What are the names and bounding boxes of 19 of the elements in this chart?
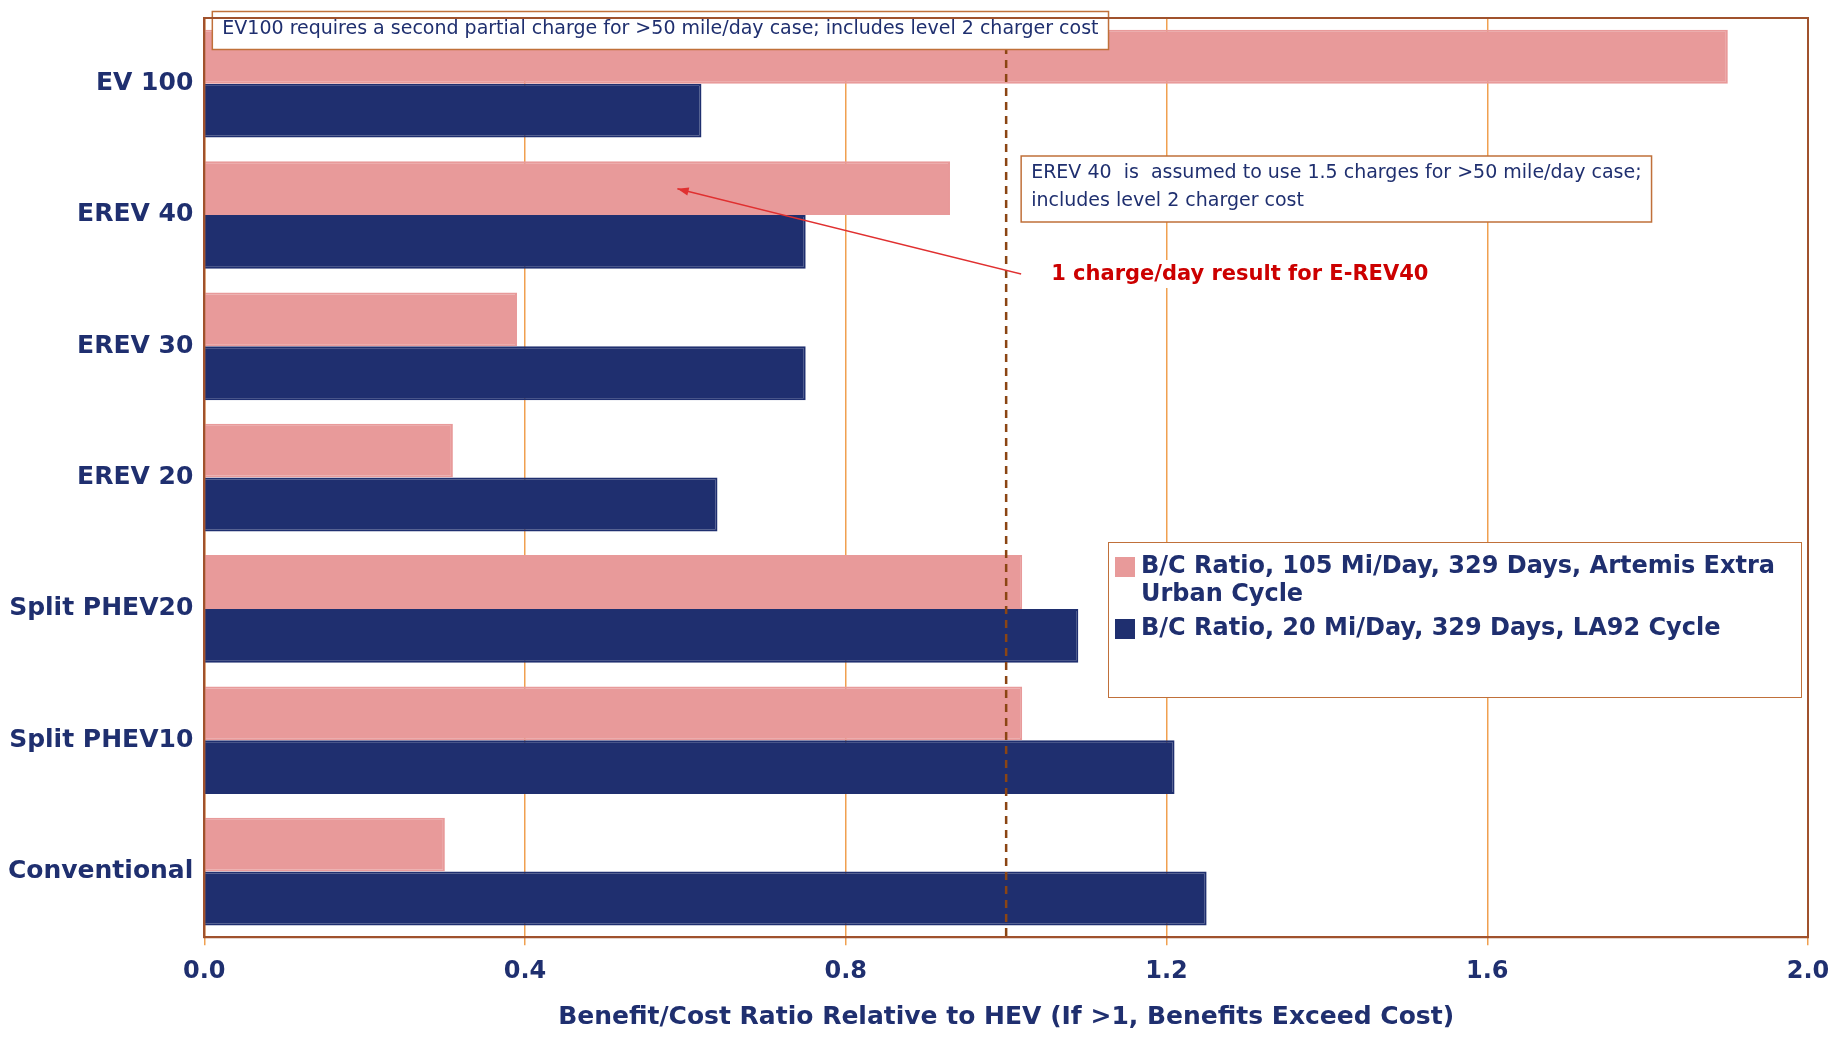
y-tick-label: EV 100 — [95, 67, 194, 97]
x-tick-label: 0.8 — [824, 955, 868, 984]
x-tick-label: 1.2 — [1145, 955, 1188, 984]
y-tick-label: EREV 30 — [77, 329, 194, 359]
x-tick-label: 0.0 — [183, 955, 226, 984]
annotation: EV100 requires a second partial charge for >50 mile/day case; includes level 2 charger cost — [222, 15, 1099, 38]
y-tick-label: EREV 40 — [77, 198, 194, 228]
y-tick-label: Conventional — [7, 855, 194, 885]
legend-label: B/C Ratio, 105 Mi/Day, 329 Days, Artemis Extra Urban Cycle — [1141, 550, 1776, 607]
x-tick-label: 0.4 — [503, 955, 547, 984]
annotation: EREV 40 is assumed to use 1.5 charges for >50 mile/day case; includes level 2 charger cost — [1031, 160, 1642, 211]
legend-label: B/C Ratio, 20 Mi/Day, 329 Days, LA92 Cycle — [1141, 612, 1721, 641]
y-tick-label: Split PHEV20 — [9, 592, 194, 622]
y-tick-label: Split PHEV10 — [9, 723, 194, 753]
x-tick-label: 1.6 — [1466, 955, 1509, 984]
x-tick-label: 2.0 — [1786, 955, 1830, 984]
annotation: 1 charge/day result for E-REV40 — [1051, 260, 1429, 285]
y-tick-label: EREV 20 — [77, 461, 194, 491]
x-axis-title: Benefit/Cost Ratio Relative to HEV (If >1, Benefits Exceed Cost) — [558, 1000, 1455, 1030]
